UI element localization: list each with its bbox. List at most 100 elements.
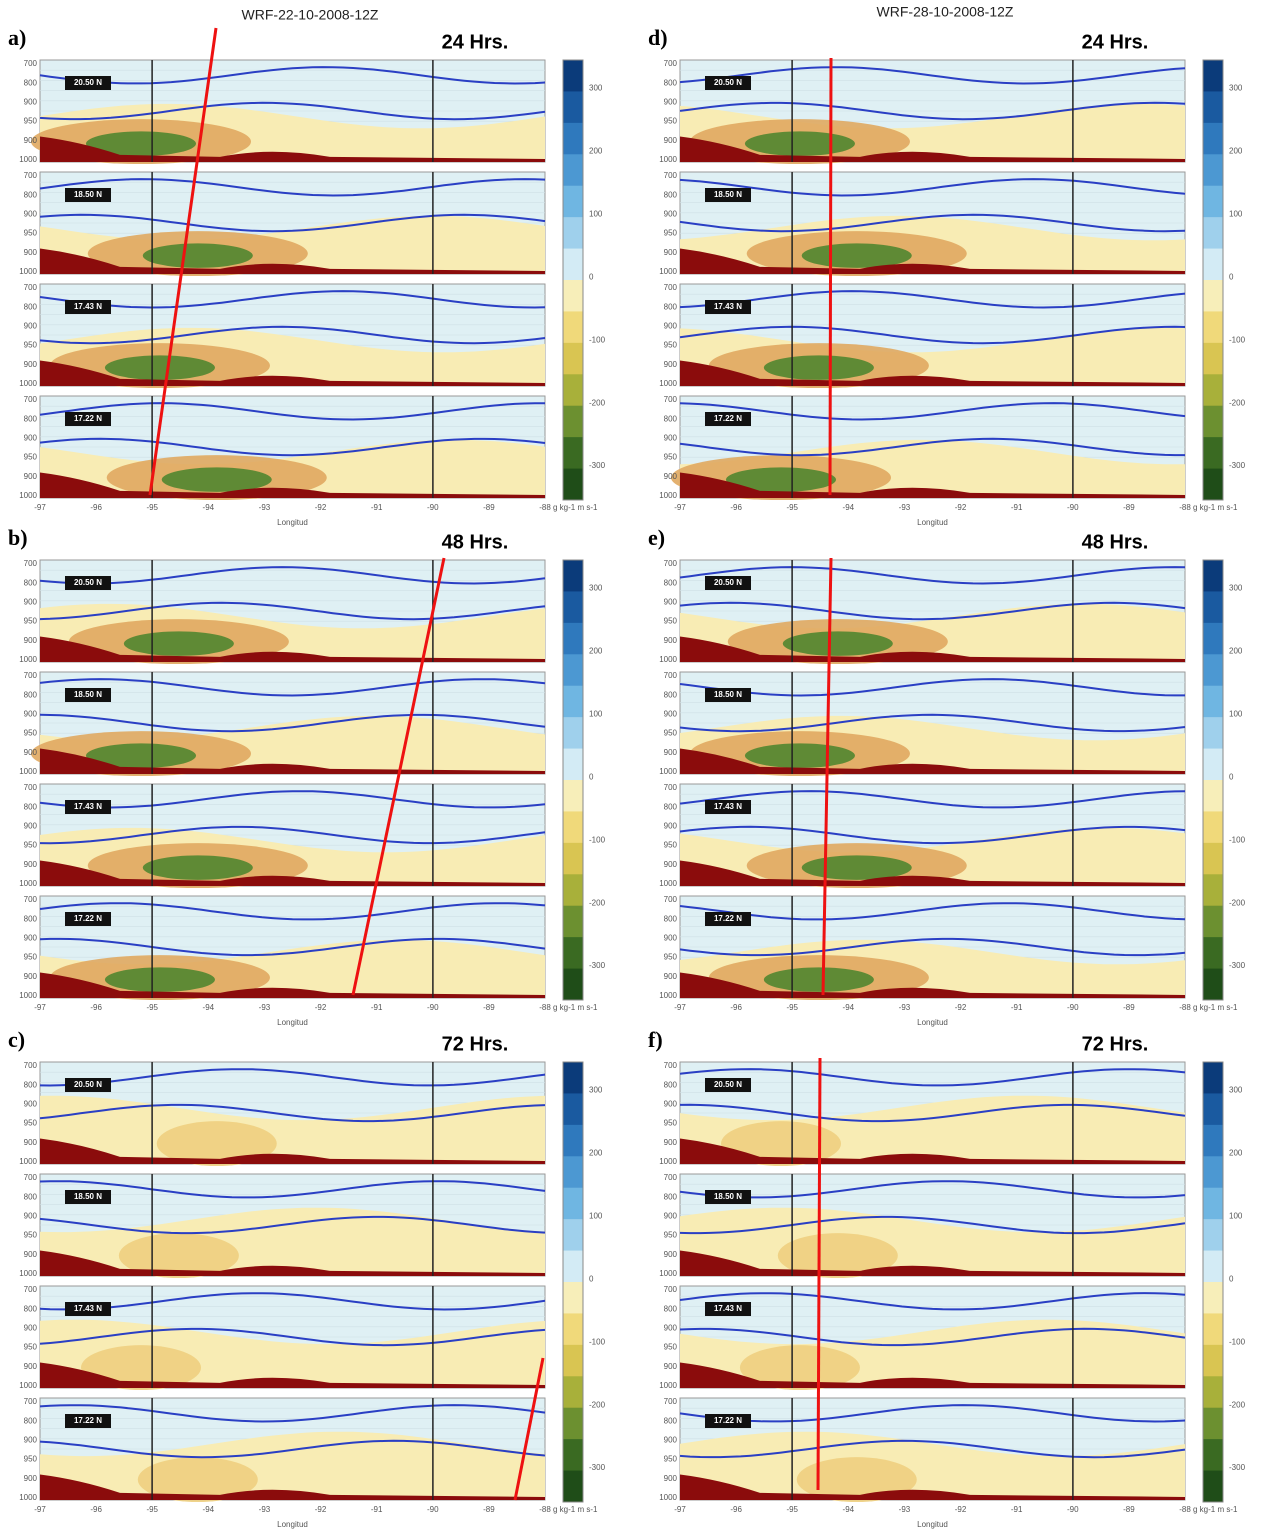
x-tick-label: -90	[1067, 1003, 1079, 1012]
y-tick-label: 700	[24, 395, 38, 404]
colorbar-step	[563, 374, 583, 407]
track-line	[828, 57, 833, 496]
y-tick-label: 700	[24, 671, 38, 680]
x-tick-label: -94	[203, 1505, 215, 1514]
y-tick-label: 900	[24, 136, 38, 145]
station-label: 17.22 N	[714, 1416, 742, 1425]
x-tick-label: -92	[315, 1003, 327, 1012]
x-tick-label: -95	[146, 503, 158, 512]
x-tick-label: -91	[1011, 503, 1023, 512]
x-tick-label: -97	[34, 1003, 46, 1012]
x-tick-label: -88	[539, 1505, 551, 1514]
y-tick-label: 950	[24, 953, 38, 962]
y-tick-label: 700	[664, 783, 678, 792]
terrain	[40, 472, 545, 498]
flux-max	[142, 855, 253, 880]
colorbar-frame	[562, 59, 584, 501]
y-tick-label: 950	[24, 229, 38, 238]
colorbar-step	[563, 1439, 583, 1472]
station-box	[65, 1190, 111, 1204]
x-tick-label: -94	[203, 1003, 215, 1012]
y-tick-label: 700	[24, 1061, 38, 1070]
y-tick-label: 900	[664, 136, 678, 145]
x-tick-label: -91	[1011, 1505, 1023, 1514]
y-tick-label: 950	[24, 841, 38, 850]
flux-core	[739, 1345, 860, 1391]
station-box	[65, 1302, 111, 1316]
y-tick-label: 950	[664, 953, 678, 962]
colorbar-step	[563, 1124, 583, 1157]
contour	[679, 402, 1186, 421]
forecast-hours: 72 Hrs.	[442, 1033, 509, 1055]
y-tick-label: 800	[664, 914, 678, 923]
colorbar-step	[563, 1313, 583, 1346]
x-tick-label: -90	[1067, 503, 1079, 512]
y-tick-label: 700	[664, 59, 678, 68]
colorbar-step	[1203, 560, 1223, 592]
y-tick-label: 700	[664, 671, 678, 680]
contour	[39, 66, 546, 85]
x-tick-label: -89	[483, 503, 495, 512]
forecast-hours: 24 Hrs.	[442, 31, 509, 53]
station-box	[65, 188, 111, 202]
flux-core	[777, 1233, 898, 1279]
y-tick-label: 900	[24, 472, 38, 481]
y-tick-label: 900	[24, 434, 38, 443]
y-tick-label: 700	[24, 895, 38, 904]
contour	[39, 1439, 546, 1459]
x-tick-label: -89	[483, 1505, 495, 1514]
colorbar-step	[1203, 1124, 1223, 1157]
colorbar-step	[563, 1376, 583, 1409]
colorbar-step	[563, 780, 583, 812]
y-tick-label: 900	[24, 98, 38, 107]
forecast-hours: 48 Hrs.	[442, 531, 509, 553]
contour	[679, 1404, 1186, 1423]
station-box	[705, 1414, 751, 1428]
y-tick-label: 900	[664, 748, 678, 757]
station-label: 18.50 N	[714, 690, 742, 699]
colorbar-step	[563, 874, 583, 907]
y-tick-label: 800	[24, 1304, 38, 1313]
y-tick-label: 900	[664, 210, 678, 219]
colorbar-step	[1203, 280, 1223, 312]
y-tick-label: 950	[664, 453, 678, 462]
y-tick-label: 900	[24, 210, 38, 219]
y-tick-label: 900	[24, 636, 38, 645]
contour	[39, 1103, 546, 1123]
flux-max	[123, 631, 234, 656]
forecast-hours: 72 Hrs.	[1082, 1033, 1149, 1055]
colorbar-step	[1203, 968, 1223, 1001]
x-tick-label: -90	[427, 503, 439, 512]
colorbar-tick-label: -200	[589, 1400, 606, 1409]
colorbar-tick-label: -100	[1229, 1337, 1246, 1346]
x-tick-label: -89	[483, 1003, 495, 1012]
y-tick-label: 800	[664, 690, 678, 699]
station-label: 18.50 N	[714, 190, 742, 199]
y-tick-label: 700	[24, 59, 38, 68]
y-tick-label: 900	[24, 1436, 38, 1445]
colorbar-tick-label: -200	[589, 898, 606, 907]
contour	[39, 1404, 546, 1423]
x-tick-label: -88	[1179, 503, 1191, 512]
y-tick-label: 900	[664, 972, 678, 981]
y-tick-label: 950	[24, 117, 38, 126]
colorbar-step	[1203, 1313, 1223, 1346]
colorbar-step	[563, 717, 583, 750]
colorbar-step	[563, 1470, 583, 1503]
colorbar-tick-label: -100	[1229, 835, 1246, 844]
y-tick-label: 950	[24, 1343, 38, 1352]
y-tick-label: 700	[664, 283, 678, 292]
colorbar-tick-label: -100	[589, 835, 606, 844]
colorbar-step	[1203, 342, 1223, 375]
run-title: WRF-28-10-2008-12Z	[877, 4, 1014, 20]
station-label: 18.50 N	[74, 190, 102, 199]
y-tick-label: 900	[24, 1362, 38, 1371]
contour	[39, 601, 546, 621]
x-tick-label: -97	[674, 1505, 686, 1514]
x-tick-label: -97	[674, 503, 686, 512]
contour	[39, 1327, 546, 1347]
colorbar-tick-label: 0	[589, 1274, 594, 1283]
colorbar-step	[563, 280, 583, 312]
y-tick-label: 800	[664, 1080, 678, 1089]
contour	[679, 1292, 1186, 1311]
